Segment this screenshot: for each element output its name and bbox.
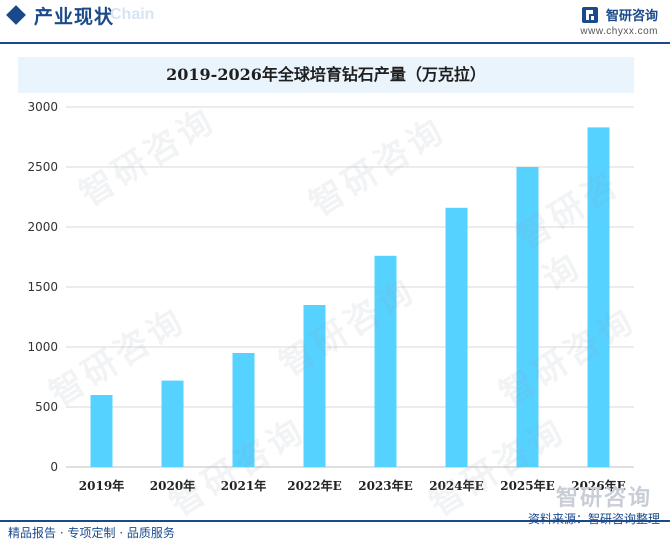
- bar: [445, 207, 468, 468]
- bar: [161, 380, 184, 467]
- chart-title: 2019-2026年全球培育钻石产量（万克拉）: [166, 65, 486, 84]
- x-tick-label: 2019年: [79, 478, 124, 493]
- source-note: 资料来源：智研咨询整理: [527, 512, 660, 526]
- header: 产业现状 Chain 智研咨询 www.chyxx.com: [0, 0, 670, 44]
- x-tick-label: 2022年E: [287, 478, 342, 493]
- brand-url: www.chyxx.com: [580, 26, 658, 37]
- header-divider: [0, 42, 670, 44]
- x-tick-label: 2021年: [221, 478, 266, 493]
- x-tick-label: 2023年E: [358, 478, 413, 493]
- y-tick-label: 2500: [27, 160, 58, 174]
- y-tick-label: 2000: [27, 220, 58, 234]
- x-tick-label: 2024年E: [429, 478, 484, 493]
- brand-logo-icon: [581, 6, 598, 23]
- y-tick-label: 1500: [27, 280, 58, 294]
- x-tick-label: 2026年E: [571, 478, 626, 493]
- bar: [587, 127, 610, 468]
- y-tick-label: 1000: [27, 340, 58, 354]
- bar: [516, 167, 539, 467]
- brand: 智研咨询 www.chyxx.com: [580, 4, 658, 37]
- bar: [374, 255, 397, 467]
- chart-title-band: 2019-2026年全球培育钻石产量（万克拉）: [18, 57, 634, 93]
- section-title-shadow: Chain: [110, 6, 155, 23]
- footer-divider: [0, 520, 670, 522]
- x-tick-label: 2025年E: [500, 478, 555, 493]
- bar: [90, 395, 113, 467]
- section-title: 产业现状: [34, 6, 115, 28]
- y-tick-label: 0: [50, 460, 58, 474]
- bar-chart: 0 500 1000 1500 2000 2500 3000 2019年 2020年 2021年 2…: [27, 100, 634, 493]
- y-tick-label: 500: [35, 400, 58, 414]
- diamond-icon: [6, 5, 26, 25]
- brand-name: 智研咨询: [605, 9, 658, 24]
- bar: [303, 305, 326, 467]
- bar: [232, 353, 255, 467]
- y-tick-label: 3000: [27, 100, 58, 114]
- footer-logo: 智研咨询: [555, 486, 652, 511]
- x-tick-label: 2020年: [150, 478, 195, 493]
- footer-tagline: 精品报告 · 专项定制 · 品质服务: [8, 526, 175, 540]
